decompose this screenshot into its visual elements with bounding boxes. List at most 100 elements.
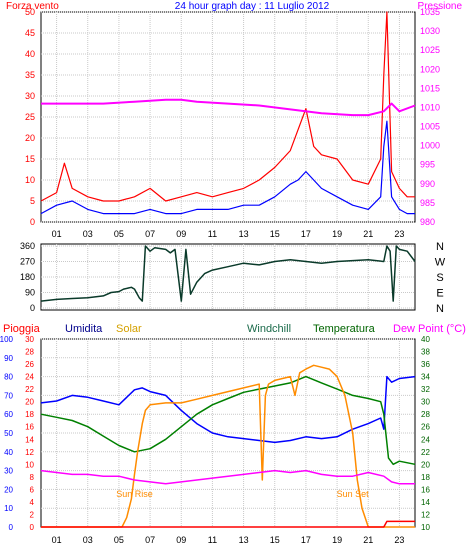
wind-axis-label: Forza vento [6,1,59,12]
y-right-tick-label: 1010 [420,102,440,112]
y-left-tick-label: 20 [25,133,35,143]
legend-item: Windchill [247,323,291,335]
legend-item: Solar [116,323,142,335]
x-tick-label: 21 [363,229,373,239]
y-left-tick-label: 35 [25,70,35,80]
x-tick-label: 19 [332,229,342,239]
temperature-tick-label: 18 [421,473,430,482]
x-tick-label: 05 [114,535,124,545]
x-tick-label: 23 [394,535,404,545]
rain-tick-label: 26 [25,360,34,369]
temperature-tick-label: 32 [421,385,430,394]
y-left-tick-label: 45 [25,28,35,38]
x-tick-label: 07 [145,229,155,239]
series-line-1 [40,120,415,215]
rain-tick-label: 24 [25,373,34,382]
x-tick-label: 23 [394,229,404,239]
temperature-tick-label: 22 [421,448,430,457]
y-right-tick-label: 1005 [420,122,440,132]
x-tick-label: 11 [208,535,217,545]
direction-letter: N [436,241,444,253]
x-tick-label: 01 [52,535,62,545]
direction-tick-label: 90 [25,288,35,298]
direction-letter: N [436,303,444,315]
y-left-tick-label: 10 [25,175,35,185]
series-line-2 [41,98,416,117]
y-left-tick-label: 5 [30,196,35,206]
x-tick-label: 11 [208,229,217,239]
y-left-tick-label: 30 [25,91,35,101]
x-tick-label: 01 [52,229,62,239]
humidity-tick-label: 30 [4,467,13,476]
humidity-tick-label: 100 [0,335,14,344]
rain-tick-label: 4 [30,498,35,507]
rain-tick-label: 14 [25,435,34,444]
rain-tick-label: 28 [25,348,34,357]
weather-series-line-2 [41,364,415,528]
humidity-tick-label: 80 [4,373,13,382]
rain-tick-label: 6 [30,485,35,494]
weather-series-line-1 [40,375,416,466]
y-left-tick-label: 25 [25,112,35,122]
direction-tick-label: 360 [20,241,35,251]
x-tick-label: 09 [176,229,186,239]
direction-tick-label: 270 [20,257,35,267]
rain-tick-label: 16 [25,423,34,432]
legend-item: Temperatura [313,323,376,335]
x-tick-label: 17 [301,535,311,545]
y-right-tick-label: 995 [420,160,435,170]
rain-tick-label: 12 [25,448,34,457]
humidity-tick-label: 20 [4,485,13,494]
rain-tick-label: 18 [25,410,34,419]
rain-tick-label: 30 [25,335,34,344]
y-right-tick-label: 1035 [420,7,440,17]
temperature-tick-label: 30 [421,398,430,407]
y-left-tick-label: 0 [30,217,35,227]
temperature-tick-label: 24 [421,435,430,444]
direction-letter: E [436,288,443,300]
temperature-tick-label: 36 [421,360,430,369]
direction-line-0 [40,245,416,302]
x-tick-label: 15 [270,535,280,545]
humidity-tick-label: 70 [4,391,13,400]
rain-tick-label: 2 [30,510,35,519]
chart-title: 24 hour graph day : 11 Luglio 2012 [175,1,330,12]
temperature-tick-label: 10 [421,523,430,532]
y-right-tick-label: 1020 [420,64,440,74]
direction-tick-label: 0 [30,303,35,313]
weather-series-line-0 [40,375,416,444]
rain-tick-label: 10 [25,460,34,469]
y-right-tick-label: 1015 [420,83,440,93]
rain-tick-label: 20 [25,398,34,407]
x-tick-label: 09 [176,535,186,545]
temperature-tick-label: 28 [421,410,430,419]
direction-letter: W [435,257,446,269]
x-tick-label: 19 [332,535,342,545]
humidity-tick-label: 90 [4,354,13,363]
pressure-axis-label: Pressione [418,1,463,12]
x-tick-label: 05 [114,229,124,239]
series-line-0 [40,11,415,202]
x-tick-label: 21 [363,535,373,545]
x-tick-label: 07 [145,535,155,545]
direction-letter: S [436,272,443,284]
x-tick-label: 13 [239,535,249,545]
temperature-tick-label: 14 [421,498,430,507]
y-left-tick-label: 40 [25,49,35,59]
legend-item: Pioggia [3,323,41,335]
temperature-tick-label: 40 [421,335,430,344]
y-right-tick-label: 1030 [420,26,440,36]
temperature-tick-label: 16 [421,485,430,494]
temperature-tick-label: 34 [421,373,430,382]
humidity-tick-label: 50 [4,429,13,438]
humidity-tick-label: 60 [4,410,13,419]
x-tick-label: 15 [270,229,280,239]
x-tick-label: 17 [301,229,311,239]
y-right-tick-label: 1000 [420,141,440,151]
temperature-tick-label: 20 [421,460,430,469]
weather-series-line-3 [40,469,415,485]
rain-tick-label: 22 [25,385,34,394]
sun-set-annotation: Sun Set [337,489,370,499]
y-left-tick-label: 15 [25,154,35,164]
